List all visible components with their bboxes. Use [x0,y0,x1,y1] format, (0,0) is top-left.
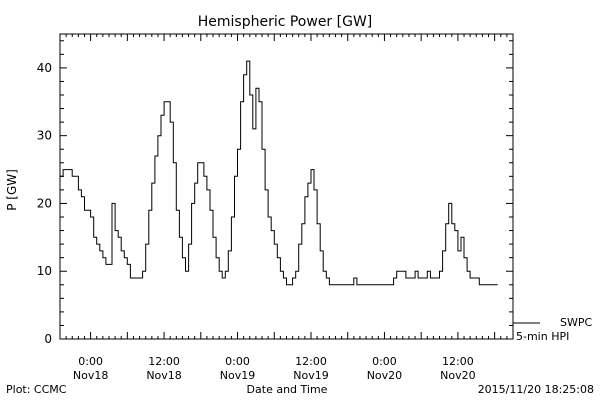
x-axis: 0:00Nov1812:00Nov180:00Nov1912:00Nov190:… [59,34,514,382]
x-tick-label-hour: 0:00 [225,355,250,368]
chart-title: Hemispheric Power [GW] [198,14,373,30]
y-tick-label: 10 [37,264,52,278]
legend-series-label: 5-min HPI [516,330,569,343]
y-tick-label: 0 [44,332,52,346]
x-tick-label-hour: 0:00 [372,355,397,368]
x-tick-label-date: Nov18 [146,369,181,382]
x-tick-label-hour: 12:00 [148,355,180,368]
plot-credit: Plot: CCMC [6,383,67,396]
x-tick-label-hour: 0:00 [78,355,103,368]
x-tick-label-date: Nov20 [367,369,402,382]
y-axis-label: P [GW] [5,169,19,211]
x-tick-label-date: Nov20 [440,369,475,382]
plot-timestamp: 2015/11/20 18:25:08 [478,383,594,396]
y-tick-label: 30 [37,129,52,143]
series-line-swpc [60,60,498,286]
x-tick-label-date: Nov19 [220,369,255,382]
y-axis: 0 10 20 30 40 [37,40,513,346]
plot-frame [59,33,514,340]
y-tick-label: 20 [37,196,52,210]
x-tick-label-hour: 12:00 [442,355,474,368]
x-tick-label-date: Nov18 [73,369,108,382]
series-layer [60,60,498,286]
x-tick-label-hour: 12:00 [295,355,327,368]
x-tick-label-date: Nov19 [293,369,328,382]
x-axis-label: Date and Time [247,383,328,396]
y-tick-label: 40 [37,61,52,75]
legend-series-name: SWPC [560,316,592,329]
